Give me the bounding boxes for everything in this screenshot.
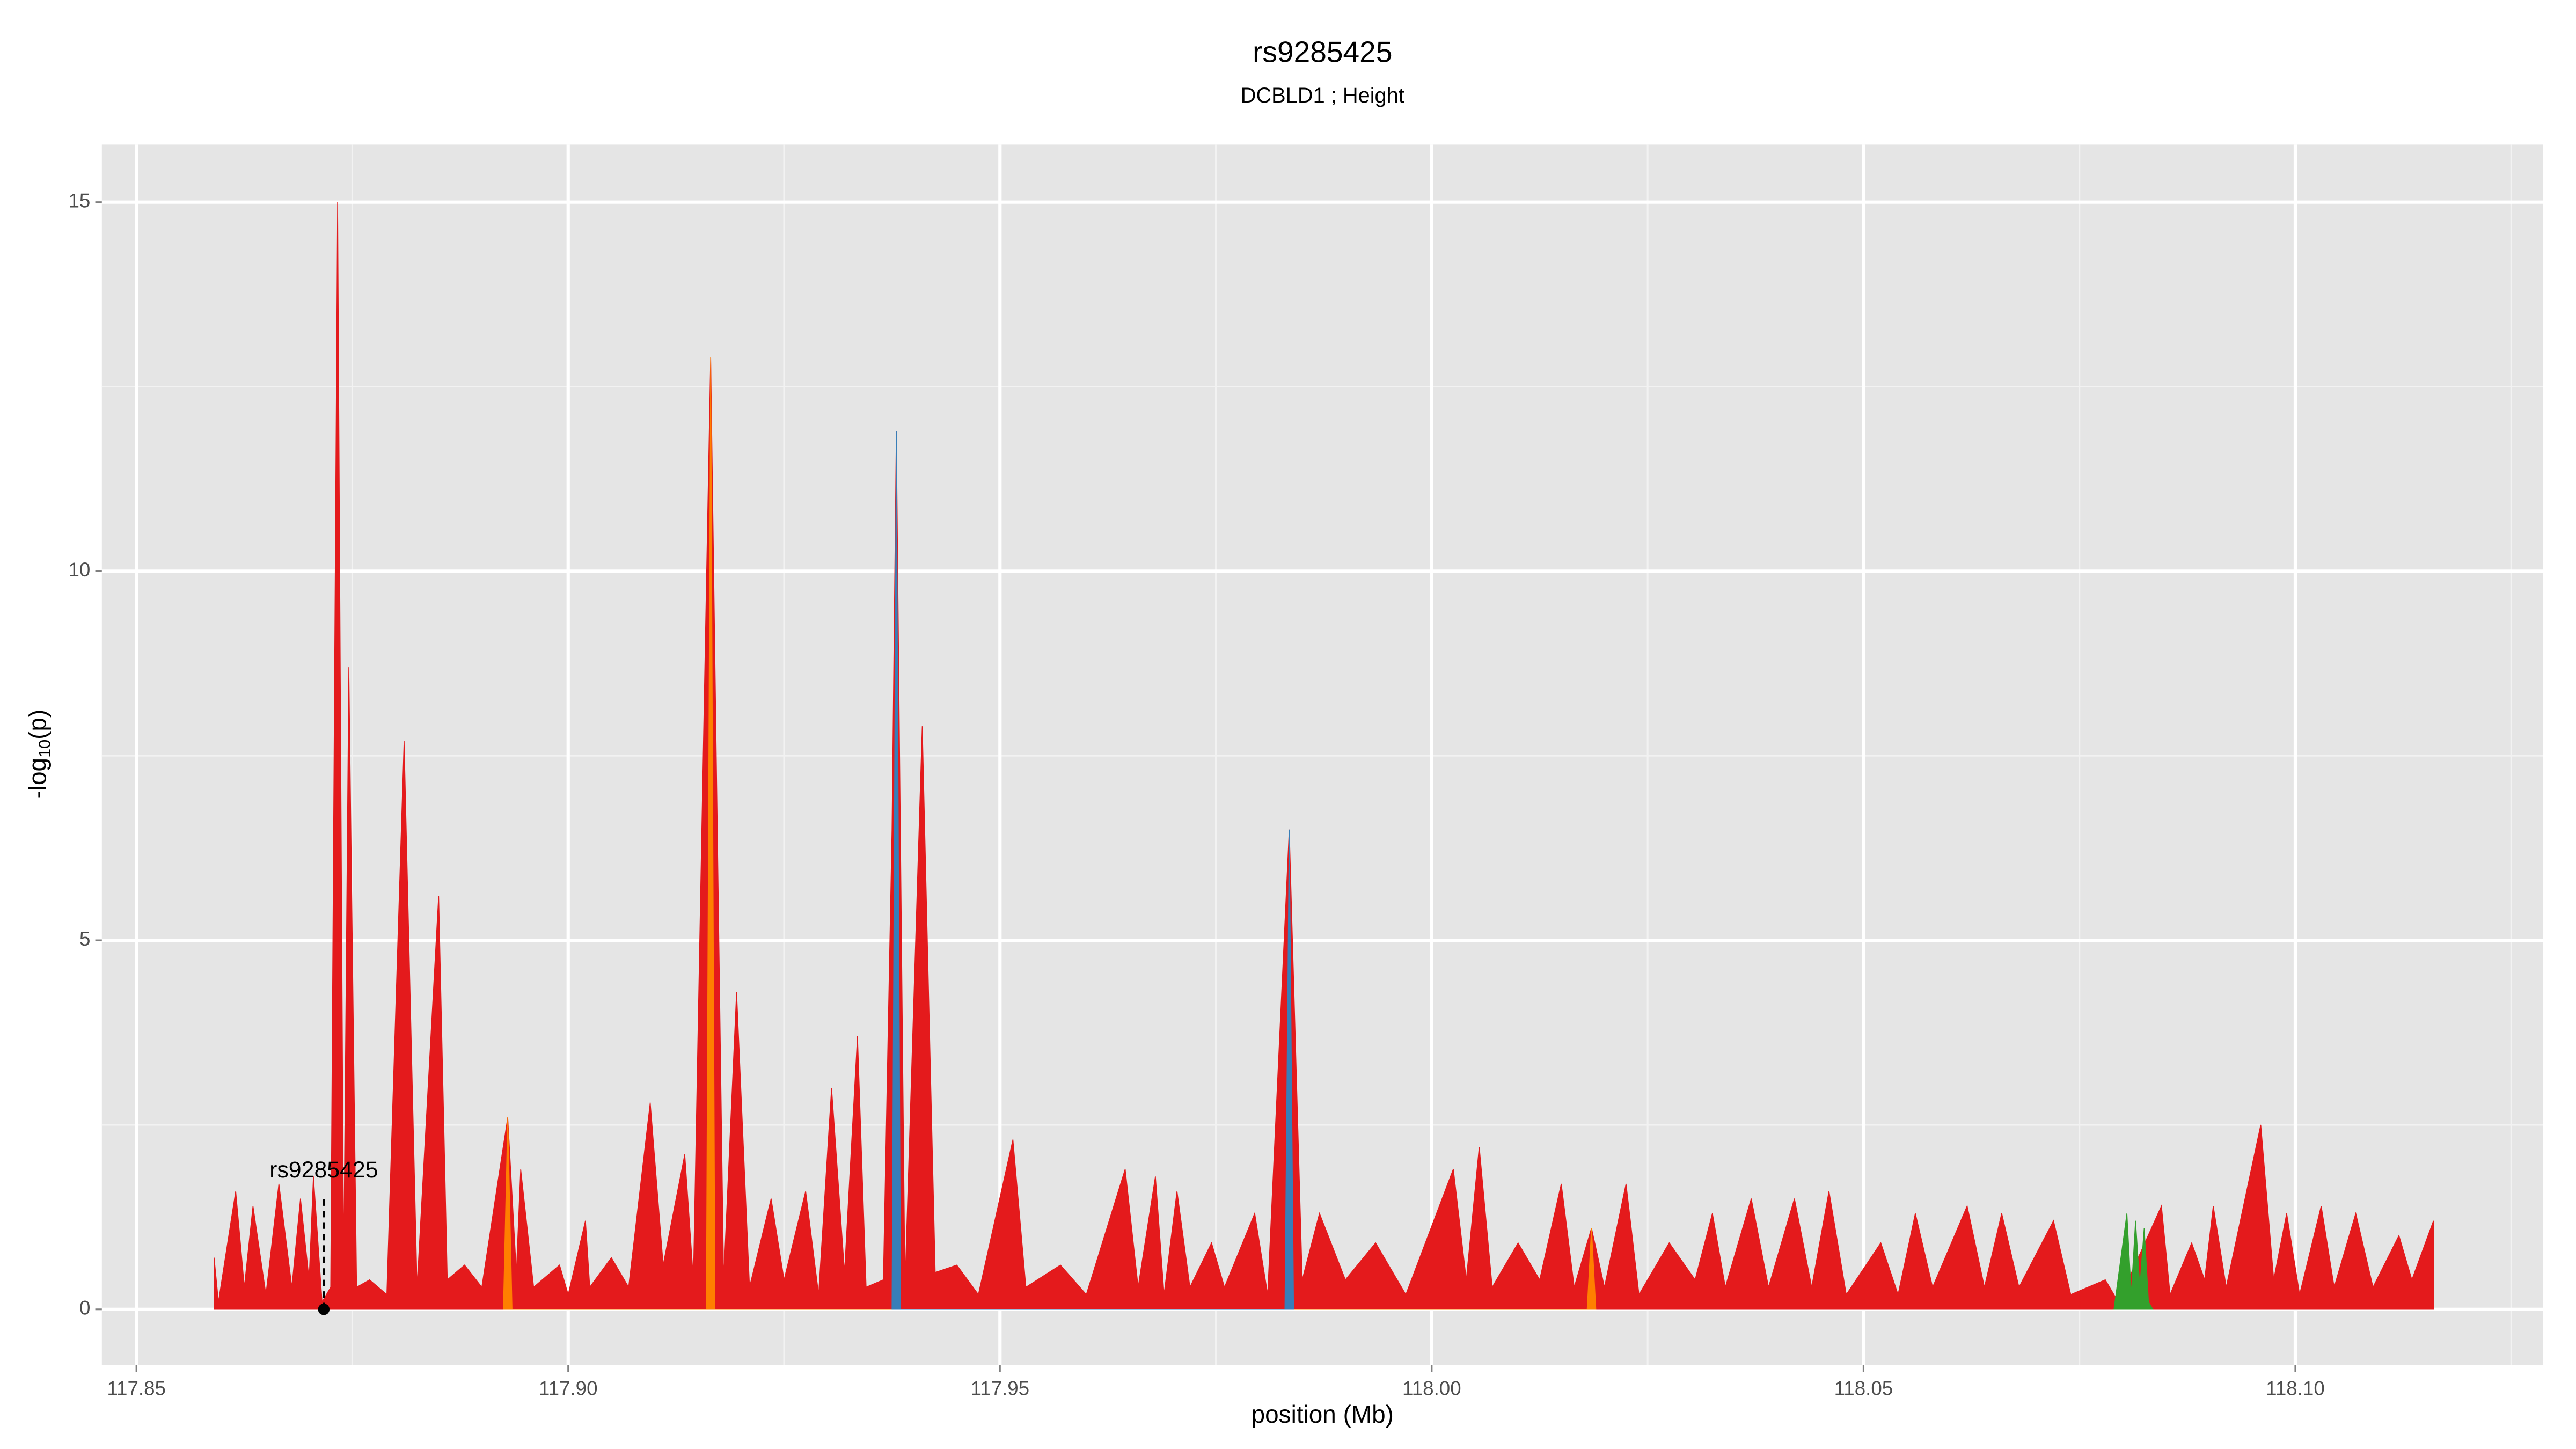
y-tick-label: 5 bbox=[79, 928, 90, 950]
chart-title: rs9285425 bbox=[1253, 35, 1392, 69]
y-label-part: -log bbox=[24, 758, 52, 799]
y-tick-label: 15 bbox=[69, 189, 91, 211]
x-axis-label: position (Mb) bbox=[1252, 1400, 1394, 1428]
x-tick-label: 118.05 bbox=[1834, 1377, 1893, 1399]
annotation-point bbox=[318, 1304, 330, 1315]
x-tick-label: 118.00 bbox=[1402, 1377, 1461, 1399]
area bbox=[214, 202, 2434, 1310]
y-tick-label: 0 bbox=[79, 1297, 90, 1319]
plot-background bbox=[101, 144, 2543, 1365]
x-tick-label: 117.85 bbox=[107, 1377, 166, 1399]
area bbox=[503, 357, 1597, 1310]
area bbox=[891, 431, 1294, 1310]
x-tick-label: 117.95 bbox=[970, 1377, 1029, 1399]
annotation-label: rs9285425 bbox=[269, 1157, 378, 1183]
y-label-sub: 10 bbox=[36, 740, 54, 758]
y-axis-label: -log10(p) bbox=[24, 709, 54, 799]
y-label-part: (p) bbox=[24, 709, 52, 740]
x-tick-label: 117.90 bbox=[539, 1377, 598, 1399]
area bbox=[2113, 1213, 2154, 1310]
chart-subtitle: DCBLD1 ; Height bbox=[1241, 84, 1404, 107]
y-tick-label: 10 bbox=[69, 559, 91, 581]
x-tick-label: 118.10 bbox=[2266, 1377, 2325, 1399]
